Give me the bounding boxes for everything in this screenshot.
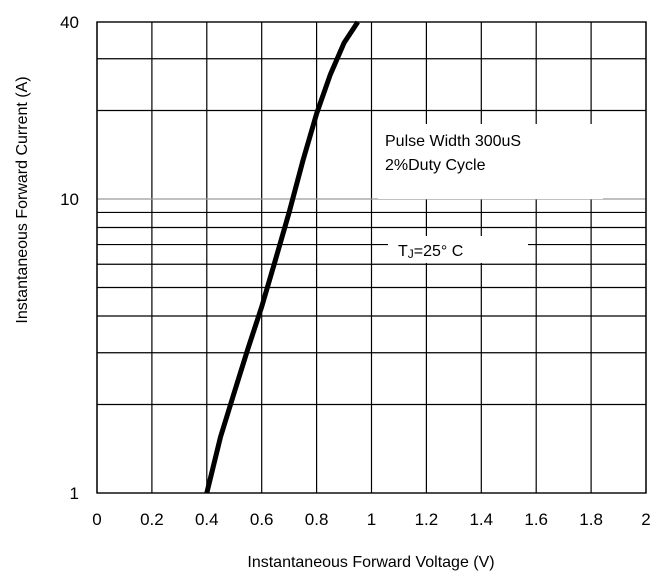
x-tick-label: 0.6 [250,510,274,529]
x-tick-label: 0.4 [195,510,219,529]
x-tick-label: 1.6 [524,510,548,529]
y-tick-label: 40 [60,13,79,32]
junction-temperature-label: TJ=25° C [398,243,463,261]
x-tick-labels: 0 0.2 0.4 0.6 0.8 1 1.2 1.4 1.6 1.8 2 [92,510,650,529]
y-tick-label: 10 [60,190,79,209]
x-axis-title: Instantaneous Forward Voltage (V) [247,554,494,571]
tj-main: T [398,243,408,260]
x-tick-label: 0.8 [305,510,329,529]
tj-subscript: J [408,247,414,261]
x-tick-label: 1.2 [415,510,439,529]
horizontal-gridlines [97,58,646,406]
x-tick-label: 2 [641,510,650,529]
x-tick-label: 1 [367,510,376,529]
tj-annotation-box [388,236,528,263]
x-tick-label: 0 [92,510,101,529]
y-axis-title: Instantaneous Forward Current (A) [14,76,31,323]
x-tick-label: 1.8 [579,510,603,529]
x-tick-label: 1.4 [469,510,493,529]
duty-cycle-label: 2%Duty Cycle [385,157,486,174]
pulse-width-label: Pulse Width 300uS [385,133,521,150]
y-tick-label: 1 [70,484,79,503]
forward-current-curve [204,20,360,494]
plot-frame [96,21,647,494]
pulse-annotation-box [378,124,603,199]
tj-rest: =25° C [414,243,464,260]
x-tick-label: 0.2 [140,510,164,529]
y-tick-labels: 1 10 40 [60,13,79,503]
